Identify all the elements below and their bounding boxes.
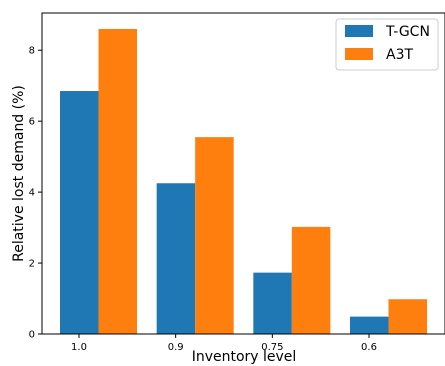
y-tick-label: 6 bbox=[29, 117, 35, 128]
x-ticks: 1.0 0.9 0.75 0.6 bbox=[71, 334, 377, 353]
legend-swatch-t-gcn bbox=[345, 25, 373, 37]
x-axis-title: Inventory level bbox=[192, 349, 297, 365]
bar-a3t-1.0 bbox=[98, 28, 137, 335]
y-ticks: 0 2 4 6 8 bbox=[29, 46, 42, 341]
bars-group bbox=[60, 28, 428, 335]
bar-a3t-0.6 bbox=[388, 299, 428, 334]
bar-t-gcn-0.9 bbox=[156, 183, 196, 334]
bar-a3t-0.9 bbox=[195, 137, 234, 334]
legend-label-a3t: A3T bbox=[386, 47, 413, 63]
y-tick-label: 4 bbox=[29, 188, 35, 199]
y-tick-label: 8 bbox=[29, 46, 35, 57]
x-tick-label: 1.0 bbox=[71, 342, 87, 353]
plot-frame bbox=[41, 12, 445, 335]
bar-a3t-0.75 bbox=[291, 226, 331, 334]
x-tick-label: 0.75 bbox=[261, 342, 283, 353]
y-tick-label: 0 bbox=[29, 330, 35, 341]
legend: T-GCN A3T bbox=[335, 18, 439, 71]
bar-t-gcn-0.75 bbox=[253, 272, 292, 334]
bar-t-gcn-0.6 bbox=[350, 316, 389, 334]
x-tick-label: 0.6 bbox=[361, 342, 377, 353]
legend-swatch-a3t bbox=[345, 48, 373, 60]
bar-t-gcn-1.0 bbox=[60, 91, 99, 334]
y-tick-label: 2 bbox=[29, 259, 35, 270]
legend-label-t-gcn: T-GCN bbox=[385, 24, 430, 40]
x-tick-label: 0.9 bbox=[168, 342, 184, 353]
y-axis-title: Relative lost demand (%) bbox=[11, 85, 27, 262]
